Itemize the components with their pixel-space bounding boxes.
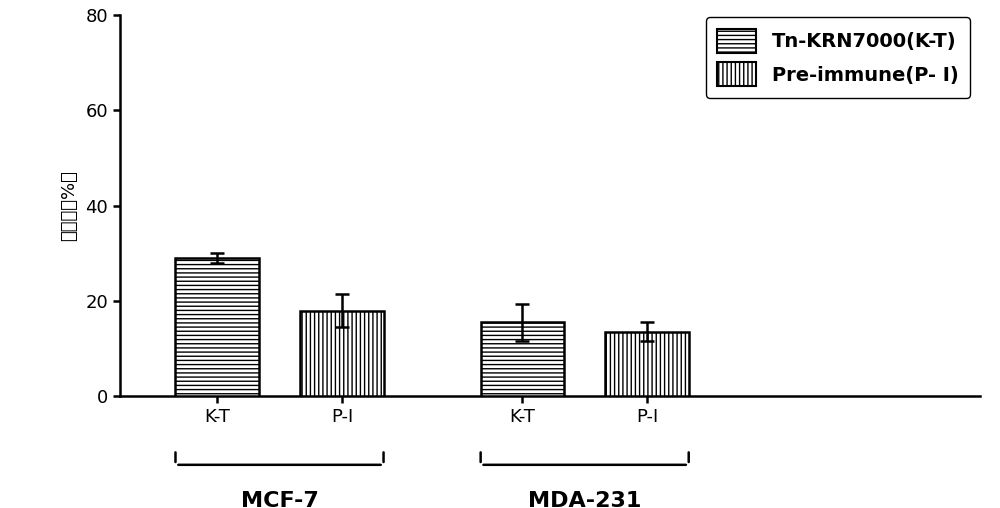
Bar	[175, 258, 259, 396]
Legend: Tn-KRN7000(K-T), Pre-immune(P- I): Tn-KRN7000(K-T), Pre-immune(P- I)	[706, 17, 970, 98]
Bar	[481, 323, 564, 396]
Y-axis label: 裂解率（%）: 裂解率（%）	[60, 170, 78, 241]
Bar	[300, 310, 384, 396]
Bar	[605, 332, 689, 396]
Text: MDA-231: MDA-231	[528, 492, 641, 508]
Text: MCF-7: MCF-7	[241, 492, 318, 508]
